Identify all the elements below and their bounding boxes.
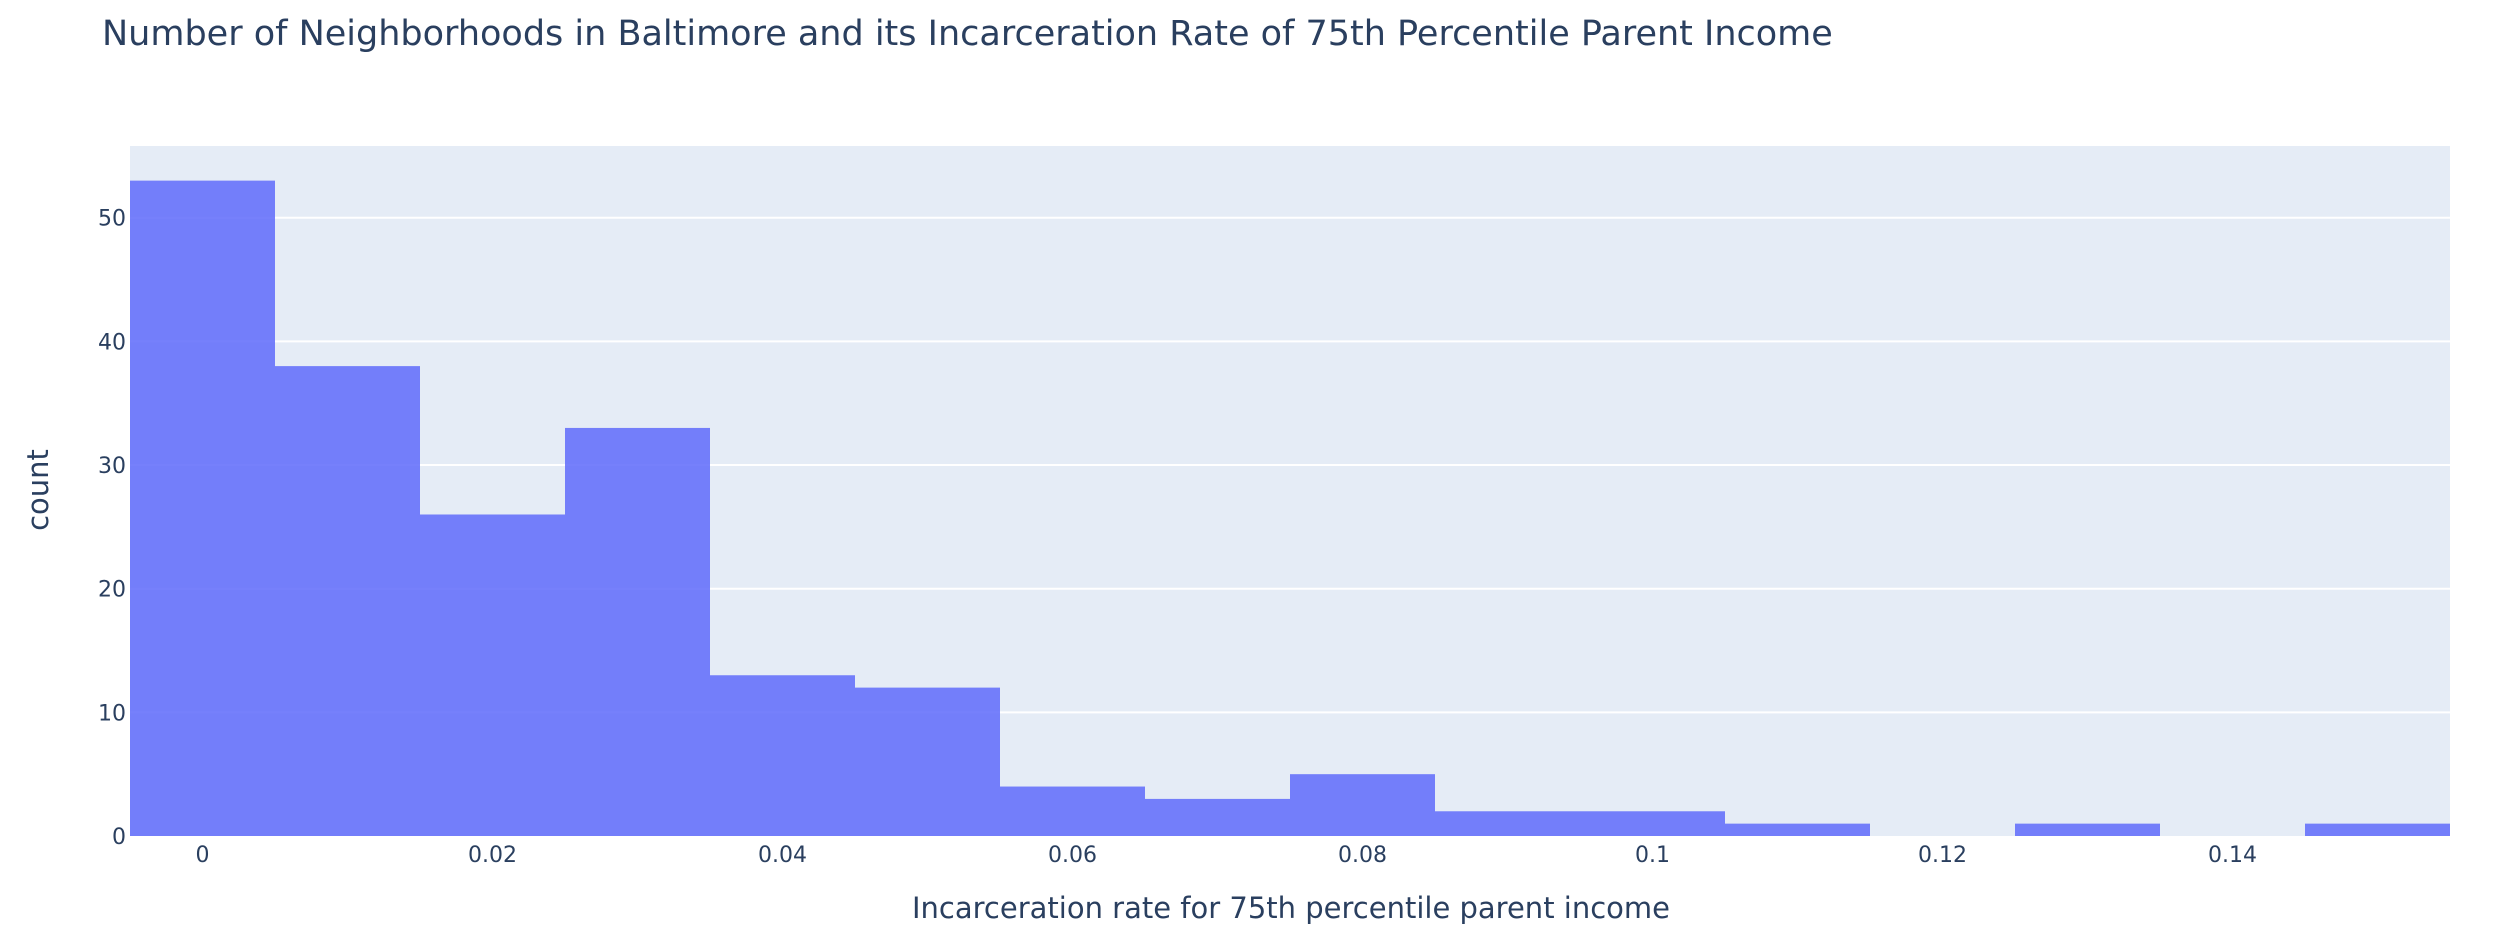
x-axis-title: Incarceration rate for 75th percentile p… <box>912 891 1670 925</box>
bars <box>130 180 2450 836</box>
x-tick-label: 0.02 <box>468 843 517 868</box>
x-tick-label: 0.1 <box>1635 843 1670 868</box>
histogram-bar-0[interactable] <box>130 180 275 836</box>
histogram-bar-1[interactable] <box>275 366 420 836</box>
histogram-bar-6[interactable] <box>1000 786 1145 836</box>
y-axis-ticks: 0 10 20 30 40 50 <box>98 207 126 850</box>
chart-title: Number of Neighborhoods in Baltimore and… <box>102 14 1833 54</box>
y-tick-label: 40 <box>98 330 126 355</box>
x-tick-label: 0 <box>196 843 210 868</box>
y-tick-label: 30 <box>98 454 126 479</box>
x-axis-ticks: 0 0.02 0.04 0.06 0.08 0.1 0.12 0.14 <box>196 843 2257 868</box>
y-tick-label: 0 <box>112 825 126 850</box>
histogram-bar-3[interactable] <box>565 427 710 836</box>
x-tick-label: 0.12 <box>1918 843 1967 868</box>
x-tick-label: 0.06 <box>1048 843 1097 868</box>
histogram-bar-10[interactable] <box>1580 811 1725 836</box>
histogram-bar-13[interactable] <box>2015 823 2160 836</box>
y-tick-label: 20 <box>98 578 126 603</box>
histogram-bar-2[interactable] <box>420 514 565 836</box>
histogram-bar-5[interactable] <box>855 687 1000 836</box>
y-axis-title: count <box>21 449 55 531</box>
histogram-bar-15[interactable] <box>2305 823 2450 836</box>
y-tick-label: 50 <box>98 207 126 232</box>
histogram-bar-7[interactable] <box>1145 798 1290 836</box>
histogram-bar-11[interactable] <box>1725 823 1870 836</box>
histogram-bar-9[interactable] <box>1435 811 1580 836</box>
x-tick-label: 0.04 <box>758 843 807 868</box>
histogram-bar-4[interactable] <box>710 675 855 836</box>
x-tick-label: 0.08 <box>1338 843 1387 868</box>
x-tick-label: 0.14 <box>2208 843 2257 868</box>
y-tick-label: 10 <box>98 701 126 726</box>
histogram-bar-8[interactable] <box>1290 774 1435 836</box>
